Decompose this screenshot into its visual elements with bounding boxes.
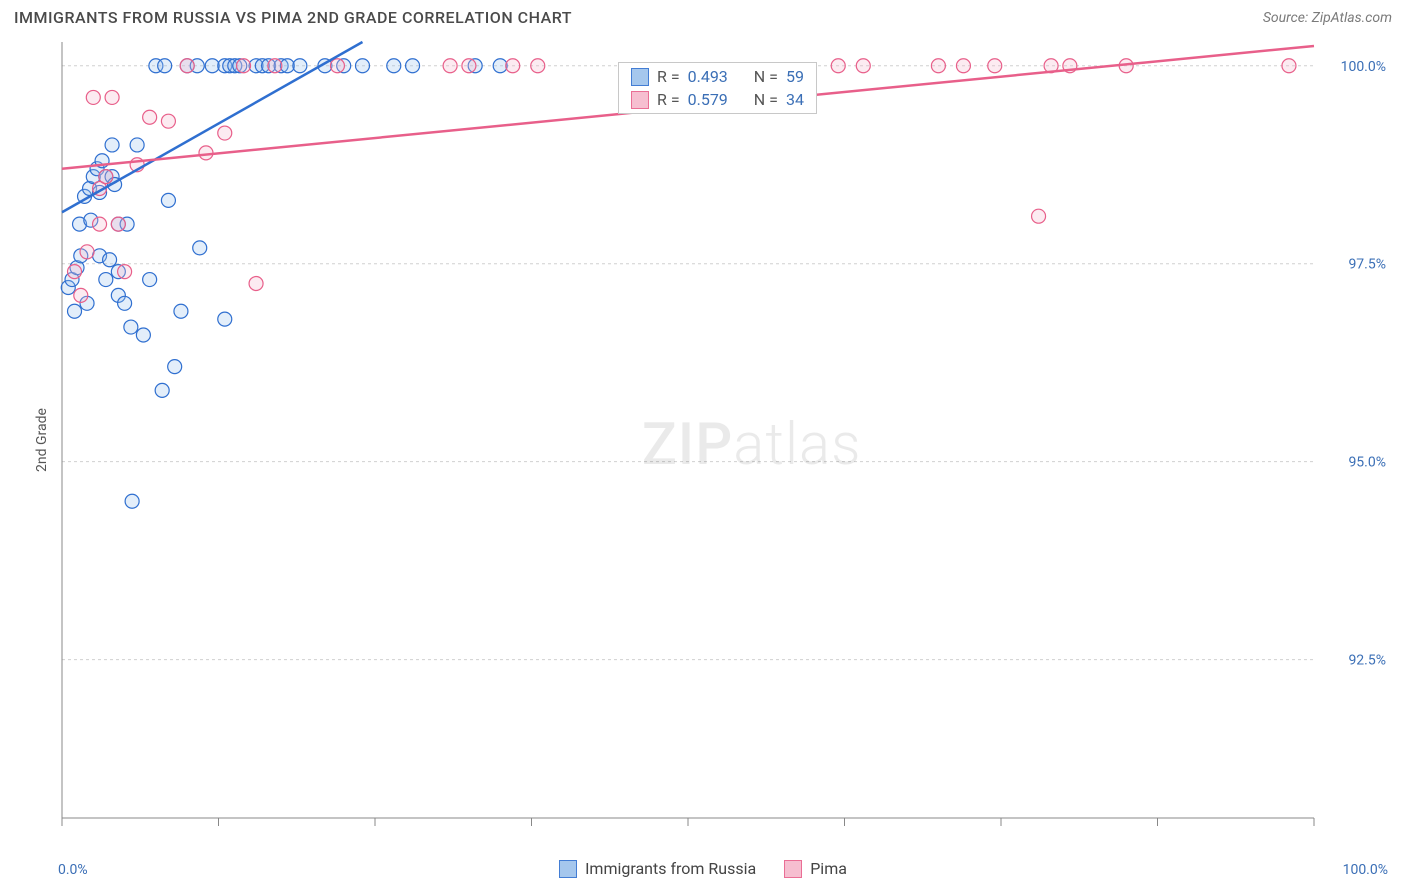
stats-row-russia: R = 0.493 N = 59 xyxy=(619,65,816,88)
swatch-pima xyxy=(631,91,649,109)
stat-r-label: R = xyxy=(657,67,680,86)
legend-label: Pima xyxy=(810,859,847,878)
data-point-russia xyxy=(406,59,420,73)
data-point-pima xyxy=(330,59,344,73)
data-point-pima xyxy=(161,114,175,128)
data-point-russia xyxy=(158,59,172,73)
legend: Immigrants from Russia Pima xyxy=(0,859,1406,878)
y-tick-label: 95.0% xyxy=(1348,455,1386,471)
stats-row-pima: R = 0.579 N = 34 xyxy=(619,88,816,111)
data-point-russia xyxy=(125,494,139,508)
legend-item-russia: Immigrants from Russia xyxy=(559,859,756,878)
data-point-russia xyxy=(155,383,169,397)
data-point-pima xyxy=(268,59,282,73)
data-point-pima xyxy=(988,59,1002,73)
data-point-pima xyxy=(218,126,232,140)
data-point-russia xyxy=(193,241,207,255)
legend-swatch-russia xyxy=(559,860,577,878)
data-point-pima xyxy=(143,110,157,124)
data-point-pima xyxy=(74,288,88,302)
data-point-russia xyxy=(124,320,138,334)
data-point-pima xyxy=(1032,209,1046,223)
legend-swatch-pima xyxy=(784,860,802,878)
data-point-pima xyxy=(105,90,119,104)
data-point-russia xyxy=(103,253,117,267)
data-point-russia xyxy=(355,59,369,73)
legend-label: Immigrants from Russia xyxy=(585,859,756,878)
data-point-russia xyxy=(105,138,119,152)
y-tick-label: 92.5% xyxy=(1348,653,1386,669)
data-point-pima xyxy=(831,59,845,73)
data-point-russia xyxy=(99,273,113,287)
data-point-pima xyxy=(1282,59,1296,73)
data-point-russia xyxy=(387,59,401,73)
stat-n-value: 59 xyxy=(786,67,804,86)
y-tick-label: 100.0% xyxy=(1341,59,1386,75)
x-axis-end-label: 100.0% xyxy=(1343,862,1388,878)
chart-area: 2nd Grade 92.5% 95.0% 97.5% 100.0% ZIPatlas … xyxy=(14,38,1392,842)
data-point-russia xyxy=(218,312,232,326)
watermark: ZIPatlas xyxy=(642,411,862,479)
stat-r-value: 0.493 xyxy=(688,67,728,86)
data-point-russia xyxy=(130,138,144,152)
source-attribution: Source: ZipAtlas.com xyxy=(1263,10,1392,26)
data-point-pima xyxy=(956,59,970,73)
data-point-russia xyxy=(143,273,157,287)
data-point-pima xyxy=(68,265,82,279)
legend-item-pima: Pima xyxy=(784,859,847,878)
data-point-russia xyxy=(161,193,175,207)
stat-n-label: N = xyxy=(754,67,778,86)
data-point-russia xyxy=(118,296,132,310)
x-axis-start-label: 0.0% xyxy=(58,862,88,878)
plot-region: 92.5% 95.0% 97.5% 100.0% ZIPatlas R = 0.493 N … xyxy=(58,38,1392,842)
data-point-pima xyxy=(180,59,194,73)
y-axis-label: 2nd Grade xyxy=(34,408,50,472)
data-point-russia xyxy=(493,59,507,73)
data-point-russia xyxy=(136,328,150,342)
correlation-stats-box: R = 0.493 N = 59 R = 0.579 N = 34 xyxy=(618,62,817,114)
chart-title: IMMIGRANTS FROM RUSSIA VS PIMA 2ND GRADE… xyxy=(14,8,572,27)
data-point-pima xyxy=(237,59,251,73)
y-tick-label: 97.5% xyxy=(1348,257,1386,273)
data-point-russia xyxy=(280,59,294,73)
data-point-russia xyxy=(68,304,82,318)
data-point-pima xyxy=(80,245,94,259)
data-point-pima xyxy=(462,59,476,73)
data-point-pima xyxy=(856,59,870,73)
data-point-pima xyxy=(93,217,107,231)
data-point-pima xyxy=(443,59,457,73)
data-point-pima xyxy=(249,277,263,291)
data-point-pima xyxy=(931,59,945,73)
data-point-russia xyxy=(168,360,182,374)
data-point-pima xyxy=(506,59,520,73)
data-point-russia xyxy=(174,304,188,318)
stat-n-value: 34 xyxy=(786,90,804,109)
data-point-russia xyxy=(205,59,219,73)
stat-n-label: N = xyxy=(754,90,778,109)
data-point-pima xyxy=(118,265,132,279)
swatch-russia xyxy=(631,68,649,86)
stat-r-value: 0.579 xyxy=(688,90,728,109)
data-point-russia xyxy=(293,59,307,73)
data-point-pima xyxy=(99,170,113,184)
data-point-pima xyxy=(111,217,125,231)
scatter-plot-svg: 92.5% 95.0% 97.5% 100.0% ZIPatlas xyxy=(58,38,1392,842)
data-point-pima xyxy=(86,90,100,104)
stat-r-label: R = xyxy=(657,90,680,109)
data-point-pima xyxy=(531,59,545,73)
